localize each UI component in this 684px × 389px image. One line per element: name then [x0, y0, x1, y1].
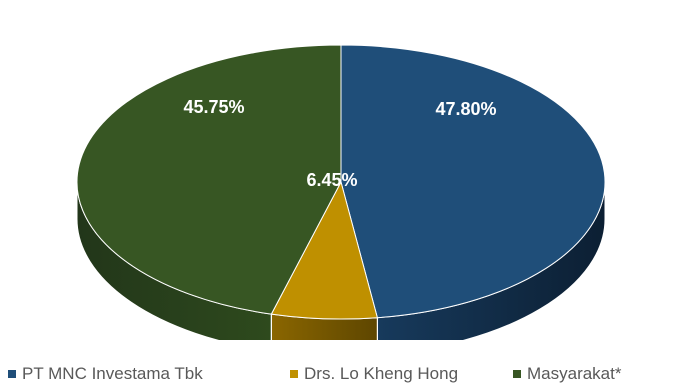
pie-chart-svg: 47.80% 6.45% 45.75%: [76, 44, 606, 340]
legend-item-masyarakat: Masyarakat*: [513, 364, 621, 384]
legend-swatch-masyarakat: [513, 370, 521, 378]
legend-item-pt-mnc: PT MNC Investama Tbk: [8, 364, 203, 384]
pie-data-label-pt-mnc-investama-tbk: 47.80%: [435, 99, 496, 119]
legend-label-masyarakat: Masyarakat*: [527, 364, 622, 383]
legend-swatch-pt-mnc: [8, 370, 16, 378]
pie-data-label-masyarakat: 45.75%: [183, 97, 244, 117]
legend-item-lo-kheng-hong: Drs. Lo Kheng Hong: [290, 364, 458, 384]
pie-labels: 47.80% 6.45% 45.75%: [183, 97, 496, 190]
legend-label-lo-kheng-hong: Drs. Lo Kheng Hong: [304, 364, 459, 383]
pie-tops: [76, 44, 606, 320]
legend-label-pt-mnc: PT MNC Investama Tbk: [22, 364, 203, 383]
pie-data-label-drs-lo-kheng-hong: 6.45%: [306, 170, 357, 190]
pie-slice-pt-mnc-investama-tbk: [340, 44, 606, 319]
pie-sides: [76, 181, 606, 340]
legend-swatch-lo-kheng-hong: [290, 370, 298, 378]
pie-slice-masyarakat: [76, 44, 342, 315]
legend: PT MNC Investama Tbk Drs. Lo Kheng Hong …: [0, 364, 684, 386]
